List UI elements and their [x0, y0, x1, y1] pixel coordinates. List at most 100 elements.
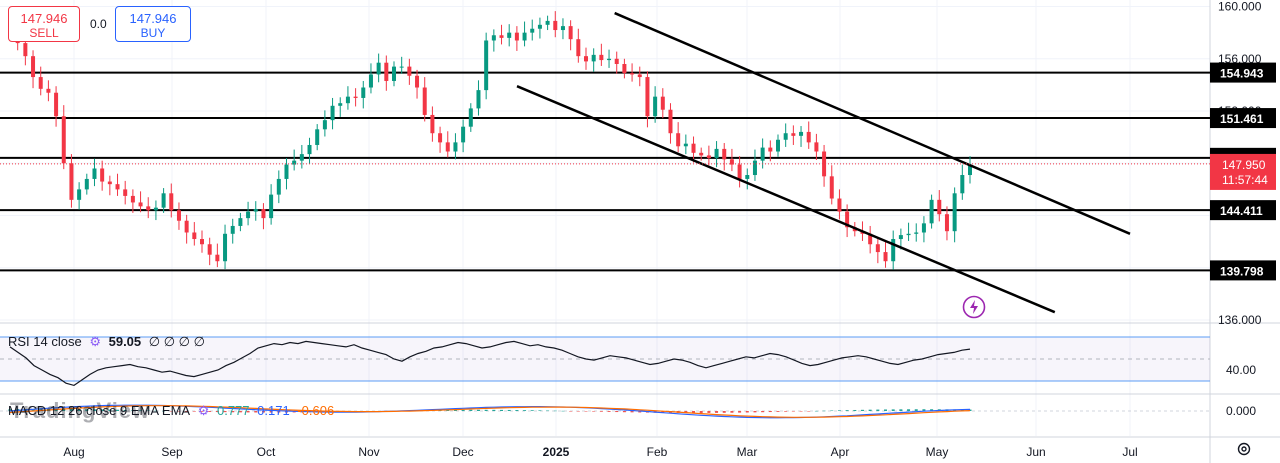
candle-body — [837, 198, 842, 212]
rsi-settings-icon[interactable]: ⚙ — [89, 334, 101, 349]
macd-histogram-bar — [630, 411, 634, 413]
macd-histogram-bar — [223, 411, 227, 413]
buy-button[interactable]: 147.946 BUY — [115, 6, 191, 42]
macd-histogram-bar — [162, 410, 166, 412]
macd-histogram-bar — [69, 409, 73, 411]
macd-legend-hist: 0.777 — [216, 403, 250, 418]
macd-signal-line — [9, 405, 971, 418]
candle-body — [745, 175, 750, 179]
x-tick-label: Apr — [831, 445, 850, 459]
macd-legend[interactable]: MACD 12 26 close 9 EMA EMA ⚙ 0.777 0.171… — [8, 403, 338, 419]
candle-body — [845, 211, 850, 228]
candle-body — [392, 66, 396, 81]
candle-body — [415, 75, 420, 88]
candle-body — [84, 178, 89, 190]
candle-body — [438, 133, 443, 143]
x-tick-label: Feb — [647, 445, 668, 459]
macd-histogram-bar — [146, 410, 150, 411]
settings-gear-icon[interactable] — [1236, 441, 1252, 457]
macd-histogram-bar — [822, 410, 826, 412]
candle-body — [799, 131, 804, 136]
level-label-bg — [1210, 200, 1276, 221]
candle-body — [560, 26, 565, 31]
candle-body — [376, 62, 381, 75]
watermark-text: TradingView — [10, 398, 151, 423]
level-label-bg — [1210, 260, 1276, 281]
macd-histogram-bar — [968, 409, 972, 411]
macd-histogram-bar — [884, 409, 888, 411]
candle-body — [338, 103, 343, 106]
macd-histogram-bar — [85, 409, 89, 411]
macd-histogram-bar — [553, 410, 557, 412]
macd-histogram-bar — [31, 408, 35, 411]
macd-histogram-bar — [715, 411, 719, 413]
lightning-icon[interactable] — [962, 295, 986, 319]
sell-button[interactable]: 147.946 SELL — [8, 6, 80, 42]
candle-body — [822, 151, 827, 177]
candle-body — [599, 54, 604, 61]
candle-body — [200, 239, 204, 245]
candle-body — [760, 147, 765, 161]
candle-body — [568, 26, 573, 40]
level-label: 151.461 — [1220, 112, 1264, 126]
candle-body — [184, 220, 189, 233]
candle-body — [898, 235, 903, 240]
macd-histogram-bar — [837, 410, 841, 411]
candle-body — [453, 142, 458, 152]
x-tick-label: Jun — [1026, 445, 1045, 459]
macd-histogram-bar — [622, 411, 626, 413]
candle-body — [645, 77, 650, 117]
x-tick-label: Sep — [161, 445, 183, 459]
macd-settings-icon[interactable]: ⚙ — [197, 403, 210, 418]
candle-body — [783, 133, 788, 140]
level-label: 144.411 — [1220, 204, 1263, 218]
x-tick-label: Nov — [358, 445, 379, 459]
candle-body — [829, 176, 834, 199]
macd-histogram-bar — [791, 411, 795, 412]
macd-histogram-bar — [930, 409, 934, 411]
candle-body — [23, 43, 28, 57]
candle-body — [937, 199, 942, 215]
candle-body — [875, 244, 880, 253]
candle-body — [61, 116, 66, 164]
macd-histogram-bar — [745, 411, 749, 413]
macd-histogram-bar — [684, 411, 688, 413]
candle-body — [399, 66, 404, 68]
candle-body — [269, 194, 274, 219]
candle-body — [630, 73, 635, 75]
y-tick-label: 160.000 — [1218, 0, 1262, 14]
candle-body — [284, 164, 289, 179]
candle-body — [138, 202, 143, 207]
candle-body — [691, 143, 696, 153]
macd-histogram-bar — [914, 409, 918, 411]
macd-histogram-bar — [845, 410, 849, 411]
candle-body — [553, 20, 558, 31]
candle-body — [891, 239, 896, 262]
candle-body — [868, 233, 873, 245]
macd-histogram-bar — [200, 411, 204, 412]
candle-body — [31, 56, 36, 78]
x-tick-label: Mar — [737, 445, 758, 459]
candle-body — [176, 210, 181, 221]
candle-body — [791, 133, 796, 136]
macd-histogram-bar — [92, 409, 96, 411]
candle-body — [46, 88, 51, 93]
x-tick-label: 2025 — [543, 445, 570, 459]
candle-body — [192, 232, 197, 240]
macd-histogram-bar — [469, 409, 473, 411]
macd-histogram-bar — [960, 409, 964, 411]
candle-body — [906, 233, 911, 236]
rsi-legend[interactable]: RSI 14 close ⚙ 59.05 ∅ ∅ ∅ ∅ — [8, 334, 209, 350]
candle-body — [130, 195, 135, 203]
macd-legend-signal: -0.606 — [297, 403, 335, 418]
candle-body — [660, 96, 665, 110]
sell-label: SELL — [29, 26, 59, 40]
rsi-legend-name: RSI 14 close — [8, 334, 82, 349]
candle-body — [361, 87, 366, 98]
macd-histogram-bar — [569, 411, 573, 412]
x-tick-label: Oct — [257, 445, 276, 459]
candle-body — [69, 163, 74, 200]
candle-body — [968, 164, 972, 176]
macd-histogram-bar — [891, 409, 895, 411]
